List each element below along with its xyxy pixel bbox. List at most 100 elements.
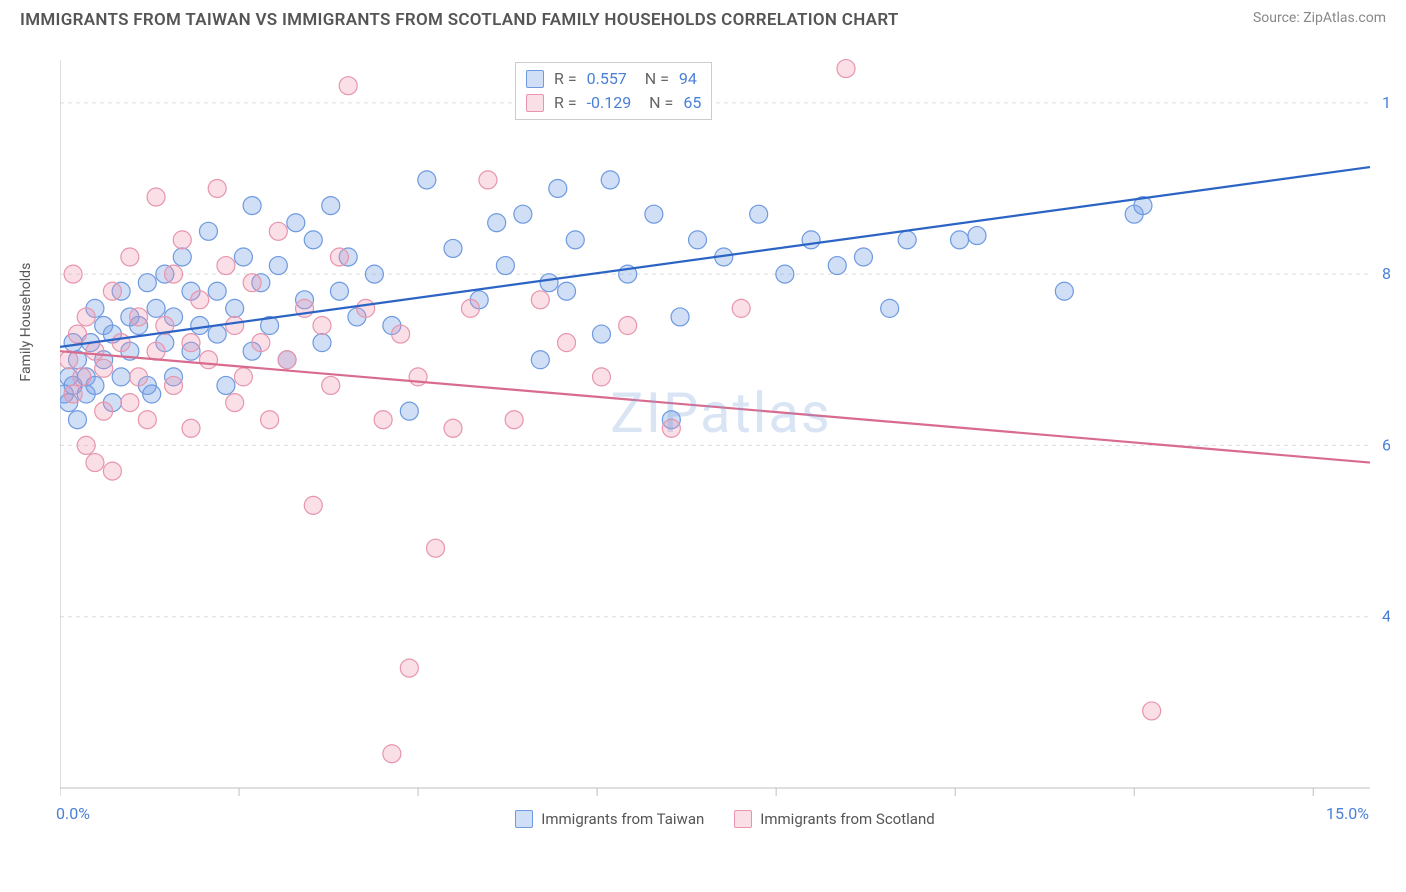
data-point bbox=[77, 436, 95, 454]
data-point bbox=[269, 257, 287, 275]
y-axis-label: Family Households bbox=[18, 263, 34, 382]
data-point bbox=[199, 222, 217, 240]
data-point bbox=[689, 231, 707, 249]
data-point bbox=[776, 265, 794, 283]
data-point bbox=[854, 248, 872, 266]
data-point bbox=[558, 282, 576, 300]
data-point bbox=[558, 334, 576, 352]
data-point bbox=[898, 231, 916, 249]
data-point bbox=[64, 265, 82, 283]
y-tick-label: 40.0% bbox=[1382, 607, 1390, 626]
data-point bbox=[226, 317, 244, 335]
data-point bbox=[68, 325, 86, 343]
legend-swatch-icon bbox=[526, 94, 544, 112]
data-point bbox=[566, 231, 584, 249]
data-point bbox=[103, 462, 121, 480]
data-point bbox=[77, 308, 95, 326]
legend-label: Immigrants from Scotland bbox=[760, 810, 934, 828]
legend-label: Immigrants from Taiwan bbox=[541, 810, 704, 828]
data-point bbox=[881, 299, 899, 317]
y-tick-label: 60.0% bbox=[1382, 435, 1390, 454]
y-tick-label: 80.0% bbox=[1382, 264, 1390, 283]
chart-container: 40.0%60.0%80.0%100.0% Family Households … bbox=[60, 48, 1390, 818]
data-point bbox=[488, 214, 506, 232]
y-tick-label: 100.0% bbox=[1382, 93, 1390, 112]
stat-r-label: R = bbox=[554, 91, 577, 115]
data-point bbox=[357, 299, 375, 317]
data-point bbox=[549, 179, 567, 197]
data-point bbox=[226, 394, 244, 412]
data-point bbox=[374, 411, 392, 429]
data-point bbox=[143, 385, 161, 403]
data-point bbox=[418, 171, 436, 189]
legend-item-taiwan: Immigrants from Taiwan bbox=[515, 810, 704, 828]
data-point bbox=[427, 539, 445, 557]
data-point bbox=[121, 394, 139, 412]
data-point bbox=[645, 205, 663, 223]
source-link[interactable]: ZipAtlas.com bbox=[1303, 10, 1386, 26]
data-point bbox=[592, 368, 610, 386]
data-point bbox=[112, 334, 130, 352]
series-legend: Immigrants from Taiwan Immigrants from Sc… bbox=[60, 800, 1390, 828]
data-point bbox=[130, 368, 148, 386]
series-scotland bbox=[60, 60, 1161, 763]
data-point bbox=[121, 248, 139, 266]
chart-title: IMMIGRANTS FROM TAIWAN VS IMMIGRANTS FRO… bbox=[20, 10, 899, 30]
stat-n-label: N = bbox=[641, 91, 673, 115]
data-point bbox=[313, 317, 331, 335]
data-point bbox=[269, 222, 287, 240]
data-point bbox=[330, 282, 348, 300]
data-point bbox=[400, 659, 418, 677]
data-point bbox=[479, 171, 497, 189]
stat-n-label: N = bbox=[637, 67, 669, 91]
data-point bbox=[531, 351, 549, 369]
data-point bbox=[182, 419, 200, 437]
data-point bbox=[243, 197, 261, 215]
stats-row-scotland: R = -0.129 N = 65 bbox=[526, 91, 701, 115]
data-point bbox=[304, 231, 322, 249]
source-prefix: Source: bbox=[1253, 10, 1303, 26]
data-point bbox=[217, 376, 235, 394]
stat-r-value: -0.129 bbox=[587, 91, 632, 115]
data-point bbox=[662, 419, 680, 437]
data-point bbox=[182, 334, 200, 352]
data-point bbox=[278, 351, 296, 369]
data-point bbox=[601, 171, 619, 189]
data-point bbox=[383, 745, 401, 763]
data-point bbox=[828, 257, 846, 275]
data-point bbox=[802, 231, 820, 249]
stats-legend: R = 0.557 N = 94R = -0.129 N = 65 bbox=[515, 62, 712, 120]
data-point bbox=[322, 376, 340, 394]
data-point bbox=[1055, 282, 1073, 300]
scatter-chart: 40.0% 60.0% 80.0% 100.0% bbox=[60, 48, 1390, 818]
data-point bbox=[330, 248, 348, 266]
stat-r-label: R = bbox=[554, 67, 577, 91]
data-point bbox=[138, 411, 156, 429]
data-point bbox=[252, 334, 270, 352]
data-point bbox=[64, 385, 82, 403]
data-point bbox=[173, 231, 191, 249]
data-point bbox=[95, 402, 113, 420]
data-point bbox=[73, 368, 91, 386]
data-point bbox=[592, 325, 610, 343]
series-taiwan bbox=[60, 171, 1152, 429]
data-point bbox=[138, 274, 156, 292]
data-point bbox=[750, 205, 768, 223]
data-point bbox=[208, 179, 226, 197]
data-point bbox=[400, 402, 418, 420]
data-point bbox=[837, 60, 855, 78]
stat-n-value: 65 bbox=[683, 91, 701, 115]
data-point bbox=[130, 308, 148, 326]
data-point bbox=[505, 411, 523, 429]
data-point bbox=[103, 282, 121, 300]
data-point bbox=[968, 227, 986, 245]
chart-source: Source: ZipAtlas.com bbox=[1253, 10, 1386, 26]
data-point bbox=[392, 325, 410, 343]
data-point bbox=[461, 299, 479, 317]
data-point bbox=[261, 411, 279, 429]
data-point bbox=[951, 231, 969, 249]
data-point bbox=[444, 239, 462, 257]
data-point bbox=[322, 197, 340, 215]
data-point bbox=[732, 299, 750, 317]
data-point bbox=[365, 265, 383, 283]
